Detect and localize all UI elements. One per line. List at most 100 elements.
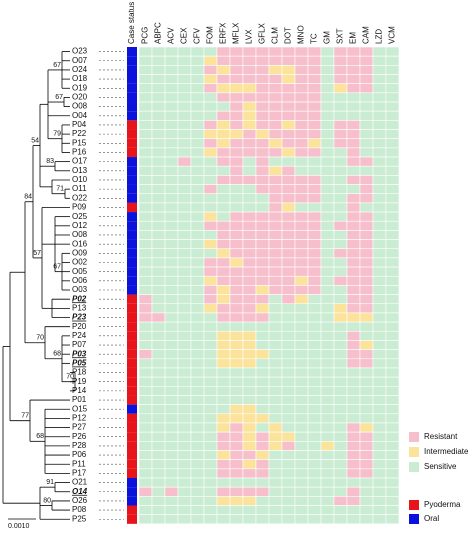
heatmap-cell: [242, 147, 257, 158]
heatmap-cell: [372, 459, 387, 470]
heatmap-cell: [307, 175, 322, 185]
heatmap-cell: [346, 441, 361, 451]
heatmap-cell: [203, 92, 218, 103]
heatmap-cell: [294, 211, 309, 222]
heatmap-cell: [138, 55, 153, 66]
heatmap-cell: [320, 330, 335, 341]
heatmap-cell: [151, 230, 166, 240]
heatmap-cell: [281, 165, 296, 176]
taxon-label: O11: [72, 184, 87, 193]
heatmap-cell: [242, 257, 257, 268]
heatmap-cell: [307, 340, 322, 350]
heatmap-cell: [281, 349, 296, 360]
heatmap-cell: [307, 468, 322, 479]
status-cell: [127, 111, 137, 121]
heatmap-cell: [281, 101, 296, 112]
heatmap-cell: [216, 367, 231, 378]
heatmap-cell: [203, 330, 218, 341]
heatmap-cell: [333, 376, 348, 387]
heatmap-cell: [164, 321, 179, 332]
heatmap-cell: [359, 138, 374, 149]
heatmap-cell: [307, 248, 322, 259]
heatmap-cell: [385, 138, 400, 149]
heatmap-cell: [190, 441, 205, 451]
heatmap-cell: [359, 266, 374, 277]
heatmap-cell: [216, 248, 231, 259]
heatmap-cell: [346, 285, 361, 295]
heatmap-cell: [320, 441, 335, 451]
heatmap-cell: [138, 46, 153, 57]
heatmap-cell: [203, 431, 218, 442]
heatmap-cell: [359, 275, 374, 286]
status-cell: [127, 92, 137, 103]
heatmap-cell: [177, 486, 192, 497]
status-cell: [127, 248, 137, 258]
bootstrap-label: 71: [56, 186, 64, 193]
heatmap-cell: [268, 248, 283, 259]
heatmap-cell: [151, 312, 166, 323]
bootstrap-label: 84: [24, 194, 32, 201]
heatmap-cell: [216, 165, 231, 176]
heatmap-cell: [346, 294, 361, 305]
heatmap-cell: [385, 55, 400, 66]
heatmap-cell: [190, 340, 205, 350]
heatmap-cell: [294, 468, 309, 479]
taxon-label: P07: [72, 340, 87, 349]
heatmap-cell: [138, 138, 153, 149]
heatmap-cell: [203, 55, 218, 66]
heatmap-cell: [151, 340, 166, 350]
heatmap-cell: [385, 175, 400, 185]
column-header: MFLX: [232, 22, 241, 44]
heatmap-cell: [307, 514, 322, 525]
heatmap-cell: [307, 358, 322, 369]
heatmap-cell: [229, 514, 244, 525]
heatmap-cell: [294, 514, 309, 525]
heatmap-cell: [138, 321, 153, 332]
heatmap-cell: [177, 431, 192, 442]
heatmap-cell: [385, 514, 400, 525]
heatmap-cell: [216, 514, 231, 525]
heatmap-cell: [294, 156, 309, 167]
heatmap-cell: [177, 220, 192, 231]
heatmap-cell: [372, 486, 387, 497]
taxon-label: O06: [72, 276, 88, 285]
heatmap-cell: [385, 496, 400, 506]
heatmap-cell: [281, 404, 296, 415]
heatmap-cell: [372, 285, 387, 295]
heatmap-cell: [268, 211, 283, 222]
heatmap-cell: [294, 450, 309, 460]
heatmap-cell: [229, 486, 244, 497]
heatmap-cell: [151, 367, 166, 378]
heatmap-cell: [359, 330, 374, 341]
heatmap-cell: [164, 230, 179, 240]
heatmap-cell: [255, 257, 270, 268]
heatmap-cell: [229, 376, 244, 387]
heatmap-cell: [255, 385, 270, 396]
heatmap-cell: [138, 422, 153, 433]
heatmap-cell: [385, 239, 400, 250]
heatmap-cell: [190, 321, 205, 332]
heatmap-cell: [177, 477, 192, 488]
heatmap-cell: [151, 321, 166, 332]
heatmap-cell: [281, 431, 296, 442]
heatmap-cell: [307, 385, 322, 396]
heatmap-cell: [385, 156, 400, 167]
heatmap-cell: [138, 376, 153, 387]
heatmap-cell: [268, 505, 283, 515]
status-cell: [127, 331, 137, 341]
heatmap-cell: [151, 156, 166, 167]
heatmap-cell: [268, 266, 283, 277]
status-cell: [127, 65, 137, 75]
heatmap-cell: [294, 138, 309, 149]
heatmap-cell: [177, 496, 192, 506]
heatmap-cell: [346, 266, 361, 277]
heatmap-cell: [151, 120, 166, 130]
heatmap-cell: [268, 138, 283, 149]
heatmap-cell: [294, 92, 309, 103]
heatmap-cell: [372, 120, 387, 130]
heatmap-cell: [255, 55, 270, 66]
taxon-label: P05: [72, 358, 87, 367]
heatmap-cell: [307, 312, 322, 323]
heatmap-cell: [359, 46, 374, 57]
heatmap-cell: [294, 266, 309, 277]
